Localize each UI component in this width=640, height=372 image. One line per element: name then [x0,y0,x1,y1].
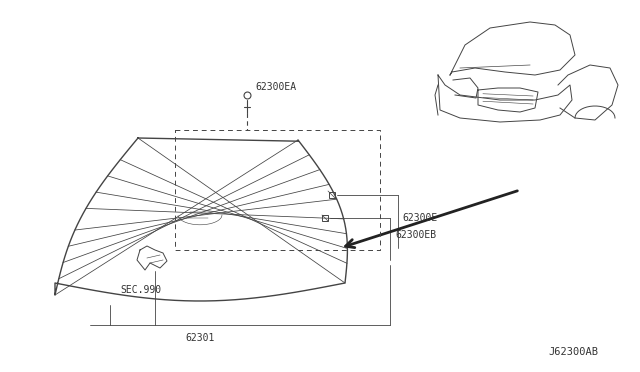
Text: 62300EB: 62300EB [395,230,436,240]
Text: 62301: 62301 [185,333,214,343]
Text: 62300E: 62300E [402,213,437,223]
Text: SEC.990: SEC.990 [120,285,161,295]
Text: 62300EA: 62300EA [255,82,296,92]
Text: J62300AB: J62300AB [548,347,598,357]
